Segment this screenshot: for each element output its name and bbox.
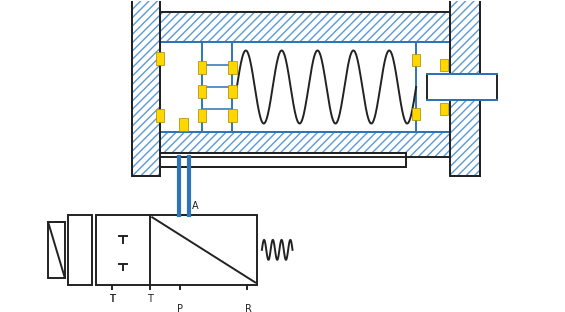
Bar: [440, 103, 448, 115]
Bar: [160, 132, 450, 157]
Text: P: P: [177, 304, 183, 312]
Bar: [48, 222, 65, 278]
Text: T: T: [109, 294, 115, 304]
Bar: [198, 110, 206, 122]
Bar: [156, 110, 164, 122]
Bar: [160, 12, 450, 157]
Bar: [228, 61, 237, 74]
Bar: [198, 85, 206, 98]
Bar: [132, 0, 160, 176]
Bar: [440, 59, 448, 71]
Bar: [160, 12, 450, 42]
Bar: [156, 52, 164, 65]
Polygon shape: [175, 291, 186, 302]
Bar: [68, 215, 92, 285]
Text: T: T: [147, 294, 153, 304]
Bar: [427, 75, 497, 100]
Bar: [450, 0, 480, 176]
Bar: [160, 42, 450, 132]
Bar: [412, 108, 420, 120]
Bar: [132, 0, 160, 176]
Bar: [198, 61, 206, 74]
Bar: [132, 0, 160, 176]
Bar: [450, 0, 480, 176]
Text: A: A: [192, 201, 199, 211]
Bar: [228, 110, 237, 122]
Bar: [160, 153, 406, 167]
Text: R: R: [245, 304, 252, 312]
Bar: [160, 153, 406, 167]
Bar: [412, 54, 420, 66]
Bar: [160, 12, 450, 157]
Bar: [450, 0, 480, 176]
Bar: [228, 85, 237, 98]
Bar: [202, 42, 232, 132]
Bar: [160, 153, 406, 167]
Bar: [180, 118, 188, 130]
Polygon shape: [242, 291, 253, 302]
Bar: [96, 215, 258, 285]
Text: T: T: [109, 294, 115, 304]
